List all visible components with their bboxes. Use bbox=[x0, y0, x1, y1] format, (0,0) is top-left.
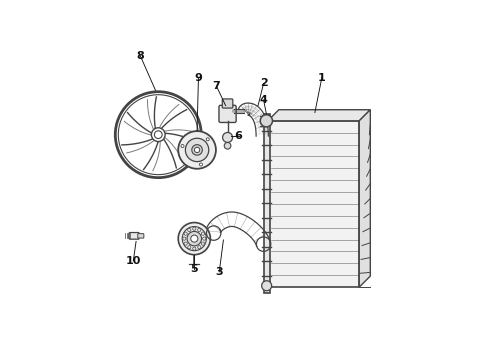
Polygon shape bbox=[268, 121, 359, 287]
Circle shape bbox=[203, 237, 206, 240]
FancyBboxPatch shape bbox=[138, 234, 144, 238]
Circle shape bbox=[181, 144, 184, 148]
Circle shape bbox=[184, 232, 187, 235]
Circle shape bbox=[222, 132, 233, 143]
Circle shape bbox=[191, 235, 198, 242]
FancyBboxPatch shape bbox=[129, 233, 139, 239]
Text: 5: 5 bbox=[191, 264, 198, 274]
Circle shape bbox=[188, 228, 191, 231]
Circle shape bbox=[178, 131, 216, 169]
Circle shape bbox=[192, 145, 202, 155]
Circle shape bbox=[206, 138, 209, 141]
Circle shape bbox=[178, 222, 210, 255]
Text: 6: 6 bbox=[235, 131, 243, 141]
Circle shape bbox=[193, 247, 196, 250]
Text: 2: 2 bbox=[260, 78, 268, 89]
Circle shape bbox=[151, 128, 165, 141]
Circle shape bbox=[201, 242, 204, 245]
FancyBboxPatch shape bbox=[219, 105, 236, 122]
Circle shape bbox=[197, 246, 201, 249]
Text: 3: 3 bbox=[216, 267, 223, 277]
Circle shape bbox=[188, 246, 191, 249]
Circle shape bbox=[185, 138, 209, 162]
FancyBboxPatch shape bbox=[222, 99, 233, 108]
Circle shape bbox=[262, 281, 271, 291]
Text: 4: 4 bbox=[260, 95, 268, 105]
Circle shape bbox=[193, 227, 196, 230]
Text: 8: 8 bbox=[136, 51, 144, 61]
Circle shape bbox=[187, 231, 201, 246]
Circle shape bbox=[183, 237, 186, 240]
Polygon shape bbox=[359, 110, 370, 287]
Circle shape bbox=[195, 147, 200, 153]
Circle shape bbox=[197, 228, 201, 231]
Circle shape bbox=[201, 232, 204, 235]
Circle shape bbox=[199, 163, 202, 166]
Circle shape bbox=[260, 115, 272, 127]
Polygon shape bbox=[264, 114, 270, 293]
Circle shape bbox=[154, 131, 162, 139]
Text: 9: 9 bbox=[195, 73, 202, 83]
Text: 1: 1 bbox=[318, 73, 326, 83]
Text: 10: 10 bbox=[125, 256, 141, 266]
Circle shape bbox=[224, 143, 231, 149]
Text: 7: 7 bbox=[213, 81, 220, 91]
Circle shape bbox=[184, 242, 187, 245]
Polygon shape bbox=[268, 110, 370, 121]
